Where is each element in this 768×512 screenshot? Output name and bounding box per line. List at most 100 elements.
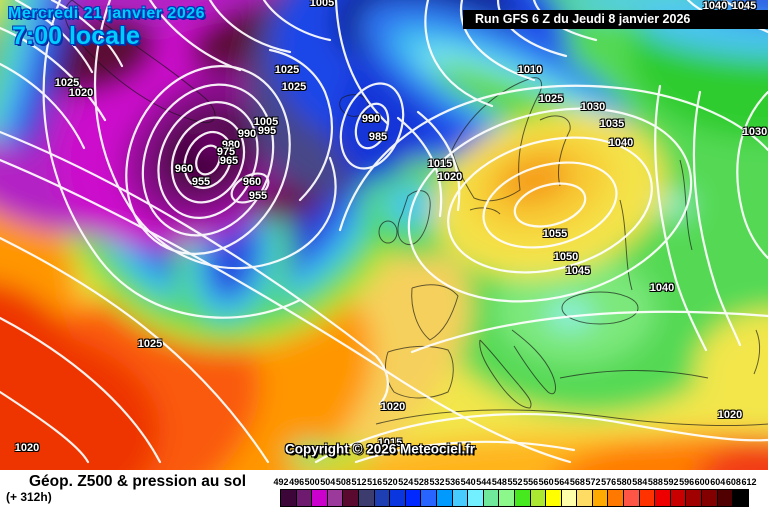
colorbar-box (732, 489, 749, 507)
pressure-label: 965 (219, 155, 239, 167)
geopotential-color-field (0, 0, 768, 470)
pressure-label: 1020 (380, 401, 406, 413)
pressure-label: 1020 (437, 171, 463, 183)
colorbar-box (389, 489, 406, 507)
colorbar-tick: 520 (382, 477, 398, 487)
colorbar-box (669, 489, 687, 507)
colorbar-box (435, 489, 453, 507)
weather-map-canvas (0, 0, 768, 470)
colorbar-box (404, 489, 422, 507)
valid-date: Mercredi 21 janvier 2026 (8, 5, 206, 22)
colorbar-tick: 600 (694, 477, 710, 487)
pressure-label: 955 (248, 190, 268, 202)
colorbar-tick: 544 (476, 477, 492, 487)
pressure-label: 1025 (274, 64, 300, 76)
colorbar-box (576, 489, 593, 507)
colorbar-tick: 532 (429, 477, 445, 487)
pressure-label: 1050 (553, 251, 579, 263)
coastlines (64, 0, 768, 427)
colorbar-tick: 516 (367, 477, 383, 487)
pressure-label: 995 (257, 125, 277, 137)
colorbar-box (545, 489, 562, 507)
colorbar-box (638, 489, 656, 507)
colorbar (280, 489, 749, 507)
colorbar-box (716, 489, 734, 507)
colorbar-tick: 608 (725, 477, 741, 487)
pressure-label: 1025 (54, 77, 80, 89)
map-area: 1025 1020 1025 1025 1005 1005 995 990 980 975 965 9… (0, 0, 768, 470)
pressure-label: 1040 (608, 137, 634, 149)
pressure-label: 955 (191, 176, 211, 188)
legend-panel: Géop. Z500 & pression au sol (+ 312h) 49… (0, 470, 768, 512)
pressure-label: 1010 (517, 64, 543, 76)
colorbar-tick: 576 (601, 477, 617, 487)
colorbar-box (342, 489, 359, 507)
pressure-label: 1040 (649, 282, 675, 294)
pressure-label: 960 (174, 163, 194, 175)
colorbar-tick: 540 (460, 477, 476, 487)
colorbar-tick: 496 (289, 477, 305, 487)
colorbar-box (311, 489, 328, 507)
colorbar-tick: 592 (663, 477, 679, 487)
chart-title: Géop. Z500 & pression au sol (29, 473, 247, 490)
pressure-label: 1030 (580, 101, 606, 113)
colorbar-tick: 604 (710, 477, 726, 487)
valid-date-block: Mercredi 21 janvier 2026 7:00 locale (8, 5, 206, 49)
pressure-label: 1015 (427, 158, 453, 170)
pressure-label: 1020 (14, 442, 40, 454)
pressure-label: 1020 (68, 87, 94, 99)
colorbar-box (482, 489, 500, 507)
colorbar-box (591, 489, 609, 507)
colorbar-tick: 548 (491, 477, 507, 487)
colorbar-box (295, 489, 313, 507)
colorbar-tick: 564 (554, 477, 570, 487)
colorbar-tick: 500 (304, 477, 320, 487)
colorbar-box (685, 489, 703, 507)
colorbar-tick: 588 (647, 477, 663, 487)
colorbar-box (451, 489, 469, 507)
colorbar-box (529, 489, 547, 507)
pressure-label: 1025 (538, 93, 564, 105)
pressure-label: 1005 (253, 116, 279, 128)
colorbar-box (513, 489, 531, 507)
colorbar-tick: 612 (741, 477, 757, 487)
colorbar-tick: 584 (632, 477, 648, 487)
colorbar-tick: 492 (273, 477, 289, 487)
colorbar-box (654, 489, 671, 507)
colorbar-box (280, 489, 297, 507)
colorbar-tick: 504 (320, 477, 336, 487)
colorbar-tick: 552 (507, 477, 523, 487)
colorbar-tick: 596 (679, 477, 695, 487)
colorbar-box (326, 489, 344, 507)
pressure-label: 1040 (702, 0, 728, 12)
forecast-lead-time: (+ 312h) (6, 490, 52, 504)
colorbar-box (560, 489, 578, 507)
pressure-label: 1005 (309, 0, 335, 9)
pressure-label: 1025 (137, 338, 163, 350)
pressure-label: 960 (242, 176, 262, 188)
pressure-label: 1045 (731, 0, 757, 12)
pressure-label: 1015 (377, 437, 403, 449)
colorbar-tick: 536 (445, 477, 461, 487)
colorbar-tick: 508 (335, 477, 351, 487)
colorbar-tick: 528 (413, 477, 429, 487)
colorbar-box (498, 489, 515, 507)
model-run-bar: Run GFS 6 Z du Jeudi 8 janvier 2026 (463, 10, 768, 29)
colorbar-tick: 556 (523, 477, 539, 487)
colorbar-tick: 568 (569, 477, 585, 487)
colorbar-box (623, 489, 640, 507)
colorbar-tick: 524 (398, 477, 414, 487)
pressure-label: 990 (237, 128, 257, 140)
colorbar-box (420, 489, 437, 507)
colorbar-box (467, 489, 484, 507)
colorbar-box (373, 489, 391, 507)
pressure-label: 1030 (742, 126, 768, 138)
colorbar-box (607, 489, 625, 507)
colorbar-box (701, 489, 718, 507)
pressure-label: 980 (221, 139, 241, 151)
pressure-label: 985 (368, 131, 388, 143)
pressure-label: 1025 (281, 81, 307, 93)
colorbar-tick: 560 (538, 477, 554, 487)
pressure-label: 1045 (565, 265, 591, 277)
